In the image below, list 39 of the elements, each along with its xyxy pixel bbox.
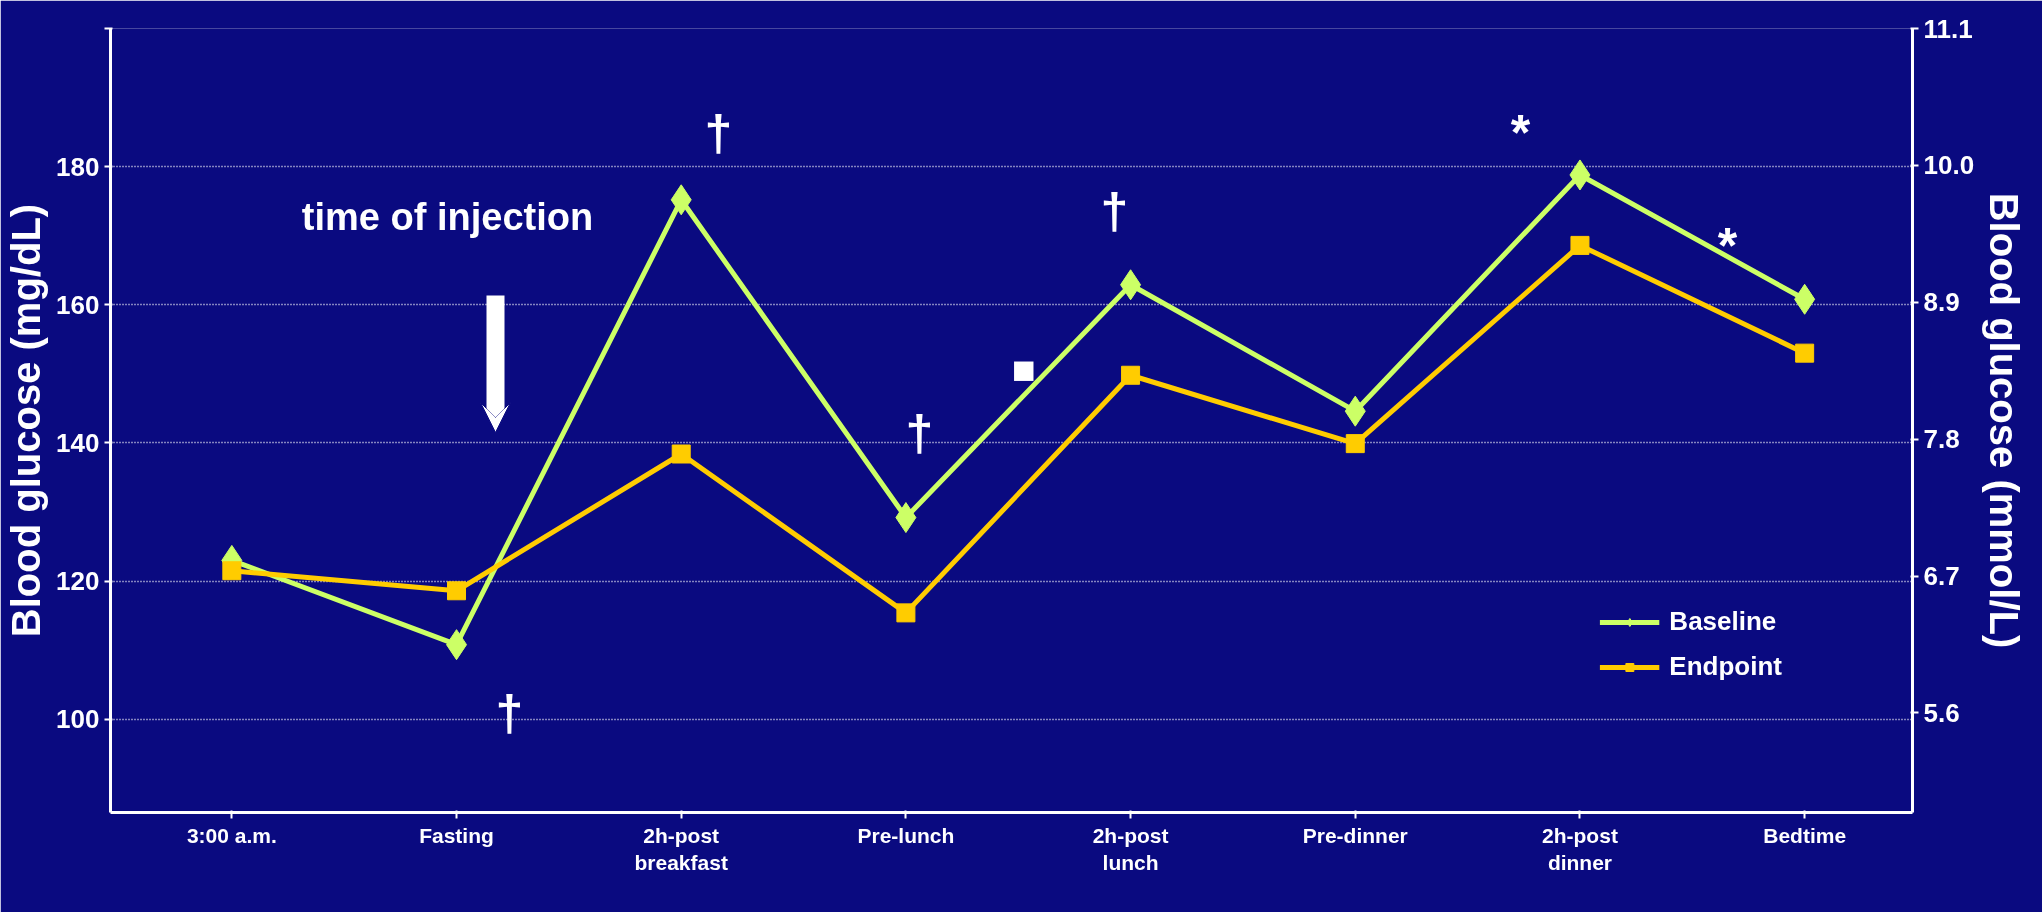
y2-axis-title: Blood glucose (mmol/L): [1982, 192, 2027, 649]
y2-tick-label: 11.1: [1923, 13, 1973, 44]
x-tick-label: 2h-post dinner: [1542, 823, 1618, 875]
x-tick-label: Bedtime: [1763, 823, 1847, 847]
annotation: *: [1510, 104, 1531, 161]
y-tick-label: 180: [56, 151, 100, 182]
annotation: *: [1717, 217, 1738, 274]
point: [222, 561, 242, 581]
y-tick-label: 100: [56, 704, 100, 735]
annotation: †: [1100, 182, 1129, 239]
x-tick-label: Pre-dinner: [1302, 823, 1408, 847]
y2-tick-label: 6.7: [1923, 561, 1960, 592]
x-tick-label: 3:00 a.m.: [186, 823, 277, 847]
y2-tick-label: 8.9: [1923, 287, 1960, 318]
x-tick-label: 2h-post lunch: [1092, 823, 1169, 875]
y-axis-title: Blood glucose (mg/dL): [4, 203, 49, 638]
annotation: ■: [1011, 346, 1036, 391]
point: [896, 603, 916, 623]
y2-tick-label: 7.8: [1923, 424, 1960, 455]
y2-tick-label: 10.0: [1923, 150, 1975, 181]
annotation: †: [905, 404, 934, 461]
y-tick-label: 160: [56, 289, 100, 320]
x-tick-label: Fasting: [419, 823, 494, 847]
point: [1345, 434, 1365, 454]
point: [671, 444, 691, 464]
y2-tick-label: 5.6: [1923, 697, 1960, 728]
x-tick-label: Pre-lunch: [857, 823, 955, 847]
annotation: time of injection: [301, 195, 594, 238]
y-tick-label: 120: [56, 566, 100, 597]
legend-label: Endpoint: [1669, 651, 1782, 682]
point: [1121, 365, 1141, 385]
legend-label: Baseline: [1669, 606, 1777, 637]
y-tick-label: 140: [56, 427, 100, 458]
point: [1570, 235, 1590, 255]
point: [447, 581, 467, 601]
x-tick-label: 2h-post breakfast: [634, 823, 728, 875]
annotation: †: [495, 684, 524, 741]
annotation: †: [704, 104, 733, 161]
point: [1795, 343, 1815, 363]
